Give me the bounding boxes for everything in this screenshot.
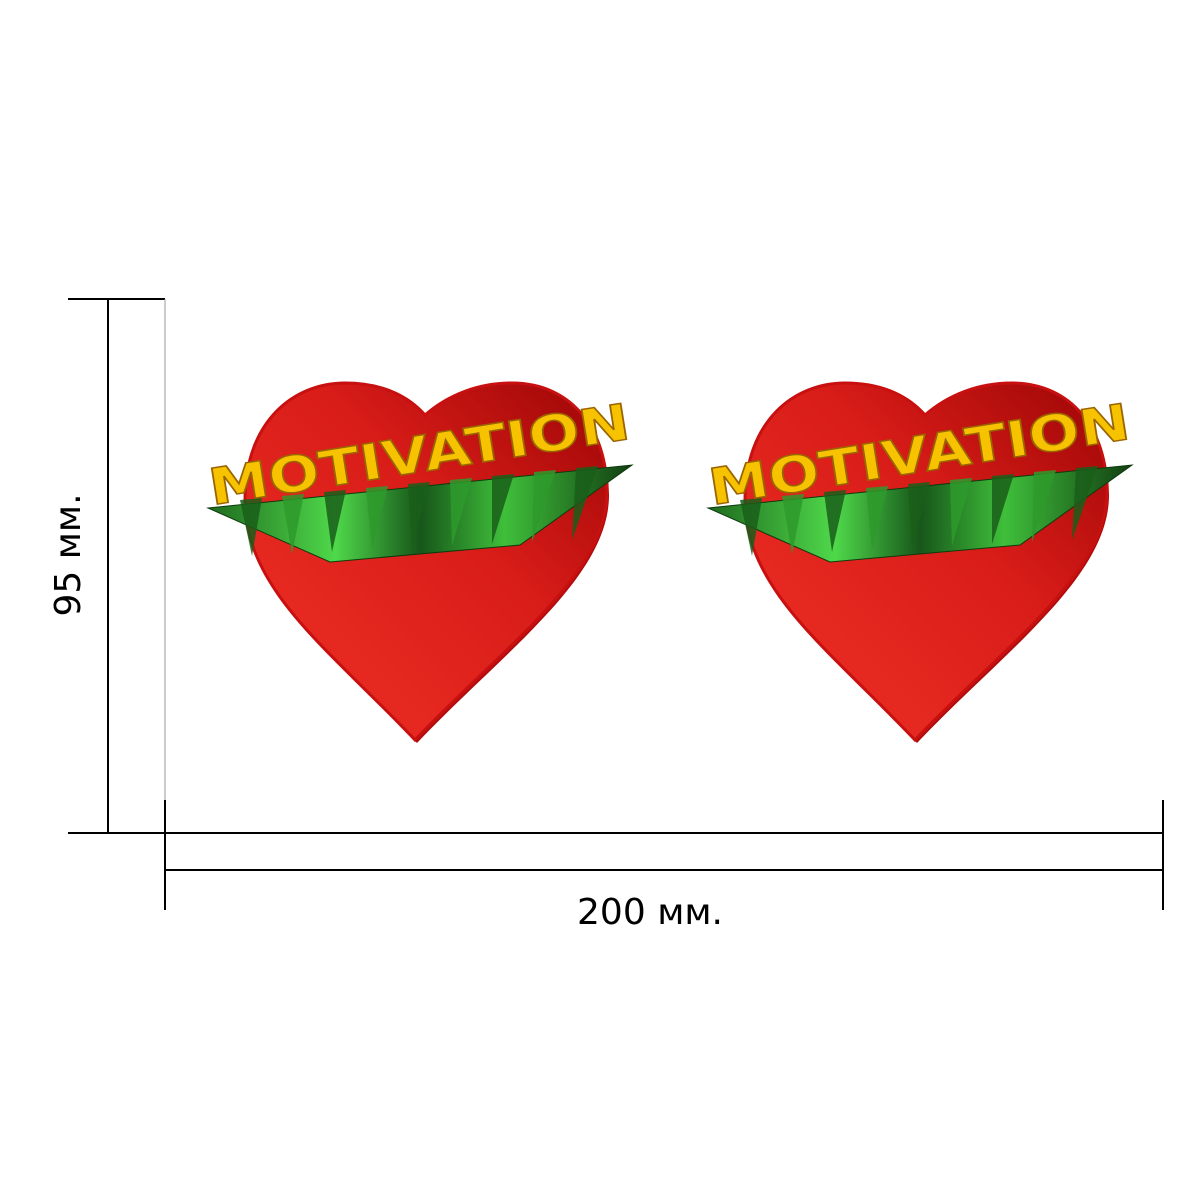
sticker: MOTIVATION (704, 381, 1134, 743)
extrusion-facet (908, 482, 930, 548)
extrusion-facet (240, 498, 262, 556)
extrusion-facet (824, 490, 846, 552)
sticker: MOTIVATION (204, 381, 634, 743)
width-label: 200 мм. (577, 892, 723, 933)
extrusion-facet (992, 474, 1014, 544)
extrusion-facet (1032, 470, 1056, 542)
extrusion-facet (408, 482, 430, 548)
width-dimension: 200 мм. (164, 800, 1164, 933)
extrusion-facet (572, 466, 598, 540)
extrusion-facet (324, 490, 346, 552)
height-dimension: 95 мм. (48, 298, 166, 834)
extrusion-facet (1072, 466, 1098, 540)
extrusion-facet (866, 486, 888, 550)
extrusion-facet (782, 494, 804, 554)
extrusion-facet (950, 478, 972, 546)
extrusion-facet (740, 498, 762, 556)
extrusion-facet (492, 474, 514, 544)
extrusion-facet (282, 494, 304, 554)
extrusion-facet (532, 470, 556, 542)
extrusion-facet (450, 478, 472, 546)
height-label: 95 мм. (48, 493, 89, 616)
stickers: MOTIVATION MOTIVATION (204, 381, 1134, 743)
extrusion-facet (366, 486, 388, 550)
